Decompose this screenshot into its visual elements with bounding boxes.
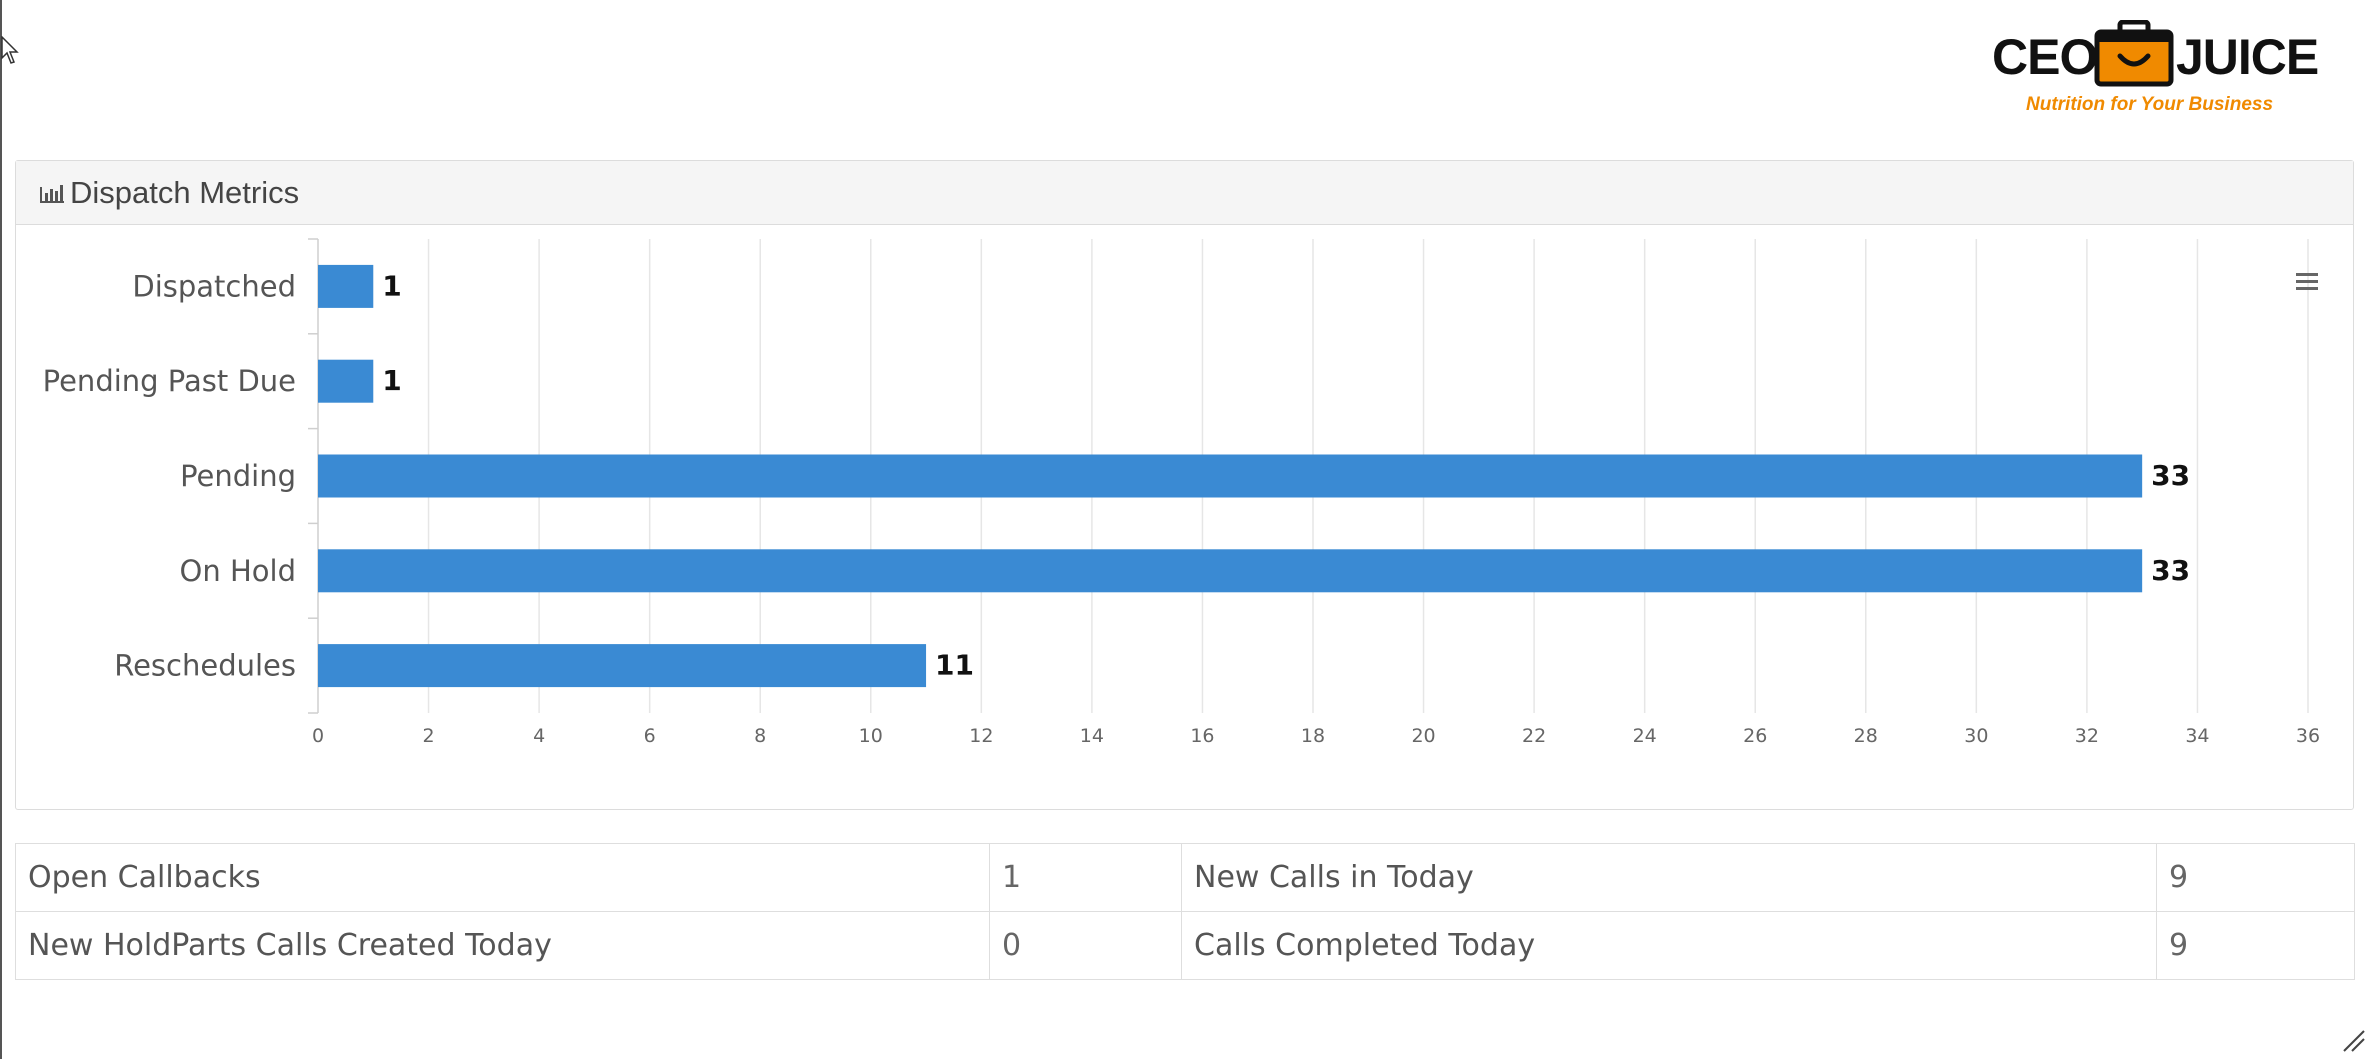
briefcase-icon — [2094, 20, 2174, 87]
bar-data-label: 33 — [2151, 459, 2190, 492]
ceo-juice-logo: CEO JUICE Nutrition for Your Business — [1992, 18, 2322, 122]
y-category-label: Reschedules — [114, 649, 296, 683]
resize-grip-icon[interactable] — [2338, 1025, 2366, 1053]
y-category-label: On Hold — [180, 554, 296, 588]
stat-label-new-calls-today: New Calls in Today — [1181, 843, 2157, 912]
stat-value-open-callbacks: 1 — [989, 843, 1182, 912]
x-tick-label: 6 — [644, 725, 656, 747]
dispatch-metrics-panel: Dispatch Metrics 1 1 33 33 11 0 2 4 6 8 10 12 14 16 1… — [15, 160, 2354, 810]
x-tick-label: 28 — [1854, 725, 1878, 747]
x-tick-label: 16 — [1190, 725, 1214, 747]
x-tick-label: 30 — [1964, 725, 1988, 747]
bar-pending[interactable] — [318, 454, 2143, 498]
bar-data-label: 33 — [2151, 554, 2190, 587]
y-category-label: Pending Past Due — [43, 364, 296, 398]
x-tick-label: 8 — [754, 725, 766, 747]
x-tick-label: 20 — [1411, 725, 1435, 747]
x-tick-label: 22 — [1522, 725, 1546, 747]
stat-value-holdparts-calls: 0 — [989, 911, 1182, 980]
dispatch-stats-table: Open Callbacks 1 New Calls in Today 9 Ne… — [15, 843, 2355, 980]
mouse-cursor-icon — [1, 36, 19, 64]
stat-label-calls-completed: Calls Completed Today — [1181, 911, 2157, 980]
hamburger-menu-icon[interactable] — [2286, 267, 2326, 301]
bar-data-label: 11 — [935, 649, 974, 682]
y-category-label: Pending — [180, 459, 296, 493]
bar-dispatched[interactable] — [318, 264, 374, 308]
window-left-edge — [0, 0, 2, 1059]
x-tick-label: 2 — [423, 725, 435, 747]
y-category-label: Dispatched — [132, 269, 296, 303]
x-tick-label: 18 — [1301, 725, 1325, 747]
x-tick-label: 32 — [2075, 725, 2099, 747]
table-row: Open Callbacks 1 New Calls in Today 9 — [15, 843, 2355, 912]
x-tick-label: 14 — [1080, 725, 1104, 747]
bar-reschedules[interactable] — [318, 644, 927, 688]
x-tick-label: 36 — [2296, 725, 2320, 747]
x-tick-label: 4 — [533, 725, 545, 747]
stat-label-holdparts-calls: New HoldParts Calls Created Today — [15, 911, 990, 980]
bar-pending-past-due[interactable] — [318, 359, 374, 403]
stat-label-open-callbacks: Open Callbacks — [15, 843, 990, 912]
stat-value-calls-completed: 9 — [2156, 911, 2355, 980]
bar-data-label: 1 — [382, 269, 401, 302]
x-tick-label: 10 — [859, 725, 883, 747]
panel-title: Dispatch Metrics — [70, 174, 300, 210]
x-tick-label: 24 — [1633, 725, 1657, 747]
bar-on-hold[interactable] — [318, 549, 2143, 593]
stat-value-new-calls-today: 9 — [2156, 843, 2355, 912]
x-tick-label: 12 — [969, 725, 993, 747]
logo-ceo-text: CEO — [1992, 29, 2098, 85]
panel-header: Dispatch Metrics — [16, 161, 2353, 225]
bar-data-label: 1 — [382, 364, 401, 397]
x-tick-label: 26 — [1743, 725, 1767, 747]
logo-tagline: Nutrition for Your Business — [2026, 94, 2274, 115]
x-tick-label: 34 — [2185, 725, 2209, 747]
x-tick-label: 0 — [312, 725, 324, 747]
table-row: New HoldParts Calls Created Today 0 Call… — [15, 911, 2355, 980]
logo-juice-text: JUICE — [2176, 29, 2319, 85]
bar-chart-icon — [40, 184, 64, 203]
